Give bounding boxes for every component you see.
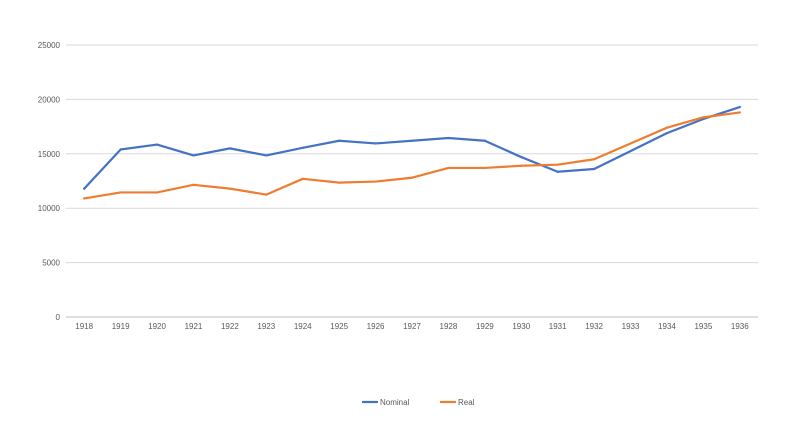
x-axis-ticks: 1918 1919 1920 1921 1922 1923 1924 1925 1926 1927…: [75, 322, 749, 331]
data-point-real: [228, 187, 231, 190]
data-point-real: [338, 181, 341, 184]
x-tick-label: 1930: [512, 322, 530, 331]
x-tick-label: 1918: [75, 322, 93, 331]
y-tick-label: 0: [56, 313, 61, 322]
legend-label: Real: [458, 398, 475, 407]
y-tick-label: 15000: [38, 150, 61, 159]
x-tick-label: 1934: [658, 322, 676, 331]
x-tick-label: 1927: [403, 322, 421, 331]
legend: Nominal Real: [362, 398, 475, 407]
x-tick-label: 1919: [112, 322, 130, 331]
data-point-nominal: [119, 148, 122, 151]
x-tick-label: 1925: [330, 322, 348, 331]
legend-label: Nominal: [380, 398, 410, 407]
x-tick-label: 1926: [367, 322, 385, 331]
data-point-nominal: [410, 139, 414, 142]
x-tick-label: 1928: [440, 322, 458, 331]
x-tick-label: 1923: [257, 322, 275, 331]
data-point-real: [738, 111, 741, 114]
legend-item-real: Real: [440, 398, 475, 407]
data-point-nominal: [593, 167, 596, 171]
data-point-real: [119, 191, 122, 194]
data-point-real: [265, 193, 268, 196]
data-point-nominal: [83, 187, 86, 190]
data-point-real: [556, 163, 559, 166]
data-point-real: [593, 158, 596, 161]
y-axis-ticks: 0 5000 10000 15000 20000 25000: [38, 41, 61, 322]
data-point-real: [629, 142, 632, 145]
data-point-nominal: [556, 170, 559, 173]
y-tick-label: 20000: [38, 95, 61, 104]
series-line-nominal: [83, 105, 741, 190]
data-point-nominal: [338, 139, 341, 142]
data-point-nominal: [265, 154, 268, 157]
x-tick-label: 1935: [694, 322, 712, 331]
data-point-real: [155, 191, 159, 194]
data-point-real: [665, 126, 669, 129]
data-point-real: [374, 180, 377, 183]
data-point-real: [83, 197, 86, 200]
data-point-real: [447, 166, 450, 170]
x-tick-label: 1921: [185, 322, 203, 331]
data-point-nominal: [665, 132, 669, 135]
data-point-real: [702, 116, 705, 119]
data-point-real: [483, 166, 486, 170]
x-tick-label: 1936: [731, 322, 749, 331]
data-point-real: [410, 176, 414, 179]
y-tick-label: 10000: [38, 204, 61, 213]
x-tick-label: 1932: [585, 322, 603, 331]
data-point-nominal: [738, 105, 741, 109]
y-tick-label: 5000: [42, 259, 60, 268]
data-point-nominal: [520, 155, 523, 159]
x-tick-label: 1929: [476, 322, 494, 331]
data-point-nominal: [301, 146, 304, 149]
x-tick-label: 1933: [622, 322, 640, 331]
data-point-nominal: [374, 142, 377, 145]
data-point-real: [192, 183, 195, 186]
y-tick-label: 25000: [38, 41, 61, 50]
data-point-nominal: [228, 147, 231, 150]
x-tick-label: 1920: [148, 322, 166, 331]
gridlines: [66, 44, 758, 318]
data-point-nominal: [192, 154, 195, 157]
legend-item-nominal: Nominal: [362, 398, 410, 407]
data-point-nominal: [483, 139, 486, 142]
data-point-nominal: [155, 143, 159, 146]
series-line-real: [83, 111, 741, 200]
data-point-real: [301, 177, 304, 180]
data-point-nominal: [629, 149, 632, 153]
x-tick-label: 1924: [294, 322, 312, 331]
data-point-real: [520, 164, 523, 167]
x-tick-label: 1922: [221, 322, 239, 331]
series-lines: [83, 105, 741, 200]
x-tick-label: 1931: [549, 322, 567, 331]
data-point-nominal: [447, 136, 450, 140]
